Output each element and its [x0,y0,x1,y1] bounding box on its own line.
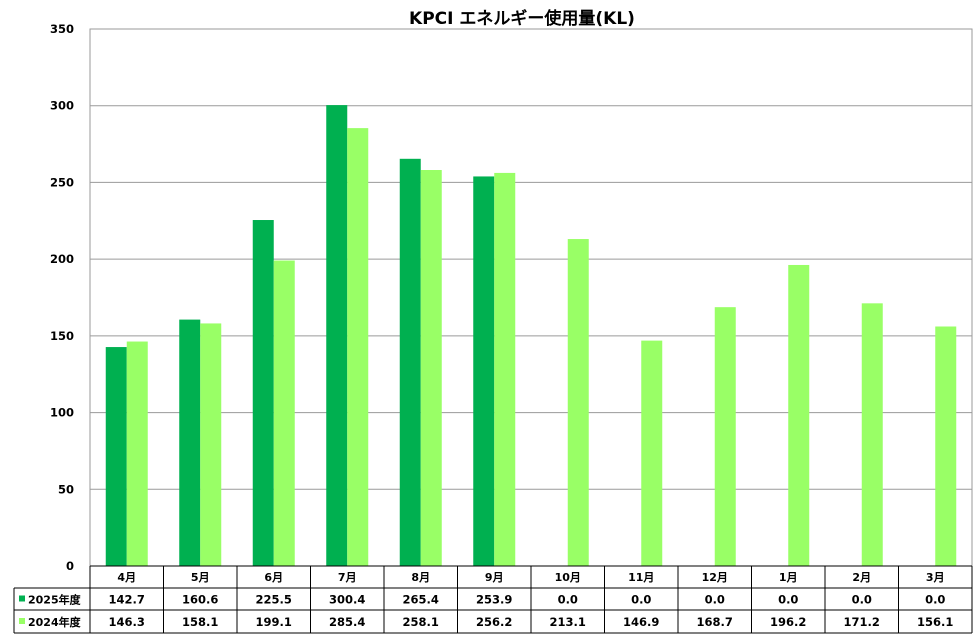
legend-label-2025年度: 2025年度 [28,593,82,607]
data-table: 4月 5月 6月 7月 8月 9月 10月 11月 12月 1月 2月 3月 2025年度 142.7 16… [13,565,973,634]
data-label: 0.0 [631,593,651,607]
bar-2024年度-1月 [788,264,810,566]
bar-2024年度-8月 [420,170,442,566]
x-tick-label: 1月 [779,571,798,584]
data-label: 142.7 [109,593,145,607]
bar-2025年度-5月 [179,319,201,566]
x-tick-label: 12月 [702,571,728,584]
legend-key-2025年度 [19,595,25,602]
bar-2025年度-8月 [399,158,421,566]
data-label: 258.1 [403,615,439,629]
data-label: 168.7 [697,615,733,629]
x-tick-label: 9月 [485,571,504,584]
bar-2024年度-12月 [714,307,736,566]
y-tick-label: 100 [50,406,74,420]
data-label: 199.1 [256,615,292,629]
chart-title: KPCI エネルギー使用量(KL) [409,8,635,29]
bar-2024年度-7月 [347,128,369,566]
data-label: 225.5 [256,593,292,607]
bar-2024年度-10月 [567,239,589,567]
bar-2025年度-6月 [252,220,274,567]
bars [105,105,957,567]
bar-2024年度-11月 [641,340,663,566]
x-tick-label: 3月 [926,571,945,584]
x-tick-label: 6月 [264,571,283,584]
data-label: 0.0 [778,593,798,607]
data-label: 196.2 [770,615,806,629]
x-tick-label: 7月 [338,571,357,584]
data-label: 158.1 [182,615,218,629]
data-label: 256.2 [476,615,512,629]
x-tick-label: 10月 [555,571,581,584]
data-label: 0.0 [852,593,872,607]
legend-label-2024年度: 2024年度 [28,615,82,629]
data-label: 300.4 [329,593,365,607]
y-tick-label: 200 [50,252,74,266]
x-tick-label: 11月 [628,571,654,584]
plot-area-border [89,28,973,567]
data-label: 171.2 [844,615,880,629]
data-label: 160.6 [182,593,218,607]
data-label: 0.0 [558,593,578,607]
y-tick-label: 300 [50,99,74,113]
bar-2024年度-5月 [200,323,222,566]
y-tick-label: 0 [66,559,74,573]
gridlines [89,28,973,567]
data-label: 253.9 [476,593,512,607]
data-label: 265.4 [403,593,439,607]
data-label: 213.1 [550,615,586,629]
x-tick-label: 4月 [117,571,136,584]
bar-2025年度-9月 [473,176,495,566]
bar-2024年度-6月 [273,260,295,566]
x-tick-label: 8月 [411,571,430,584]
y-tick-label: 150 [50,329,74,343]
data-label: 0.0 [705,593,725,607]
y-axis: 0 50 100 150 200 250 300 350 [50,22,74,573]
x-tick-label: 2月 [852,571,871,584]
y-tick-label: 50 [58,482,74,496]
y-tick-label: 350 [50,22,74,36]
legend-key-2024年度 [19,618,25,624]
bar-2025年度-7月 [326,105,348,566]
y-tick-label: 250 [50,175,74,189]
bar-2025年度-4月 [105,347,127,566]
bar-2024年度-9月 [494,172,516,566]
bar-2024年度-4月 [126,341,148,566]
bar-2024年度-2月 [861,303,883,566]
data-label: 146.9 [623,615,659,629]
data-label: 285.4 [329,615,365,629]
data-label: 146.3 [109,615,145,629]
x-tick-label: 5月 [191,571,210,584]
data-label: 156.1 [917,615,953,629]
bar-2024年度-3月 [935,326,957,566]
data-label: 0.0 [925,593,945,607]
